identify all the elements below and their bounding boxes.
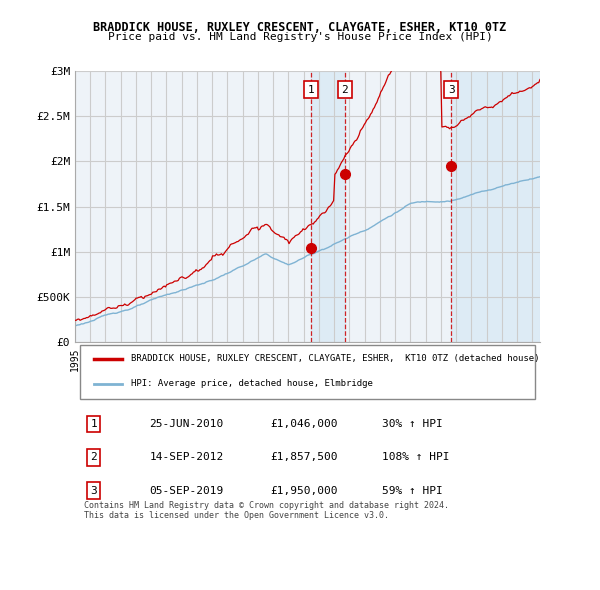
Text: 30% ↑ HPI: 30% ↑ HPI: [382, 419, 443, 429]
Text: Price paid vs. HM Land Registry's House Price Index (HPI): Price paid vs. HM Land Registry's House …: [107, 32, 493, 42]
Text: 2: 2: [341, 85, 349, 95]
Text: 14-SEP-2012: 14-SEP-2012: [149, 452, 224, 462]
Text: 1: 1: [308, 85, 314, 95]
Text: 59% ↑ HPI: 59% ↑ HPI: [382, 486, 443, 496]
Text: HPI: Average price, detached house, Elmbridge: HPI: Average price, detached house, Elmb…: [131, 379, 373, 388]
FancyBboxPatch shape: [80, 345, 535, 399]
Text: 3: 3: [90, 486, 97, 496]
Text: 05-SEP-2019: 05-SEP-2019: [149, 486, 224, 496]
Text: 2: 2: [90, 452, 97, 462]
Text: £1,857,500: £1,857,500: [270, 452, 338, 462]
Text: 3: 3: [448, 85, 455, 95]
Text: 25-JUN-2010: 25-JUN-2010: [149, 419, 224, 429]
Text: 1: 1: [90, 419, 97, 429]
Text: Contains HM Land Registry data © Crown copyright and database right 2024.
This d: Contains HM Land Registry data © Crown c…: [84, 501, 449, 520]
Text: £1,950,000: £1,950,000: [270, 486, 338, 496]
Text: BRADDICK HOUSE, RUXLEY CRESCENT, CLAYGATE, ESHER,  KT10 0TZ (detached house): BRADDICK HOUSE, RUXLEY CRESCENT, CLAYGAT…: [131, 355, 539, 363]
Text: 108% ↑ HPI: 108% ↑ HPI: [382, 452, 449, 462]
Text: BRADDICK HOUSE, RUXLEY CRESCENT, CLAYGATE, ESHER, KT10 0TZ: BRADDICK HOUSE, RUXLEY CRESCENT, CLAYGAT…: [94, 21, 506, 34]
Bar: [451, 71, 540, 342]
Text: £1,046,000: £1,046,000: [270, 419, 338, 429]
Bar: [311, 71, 345, 342]
